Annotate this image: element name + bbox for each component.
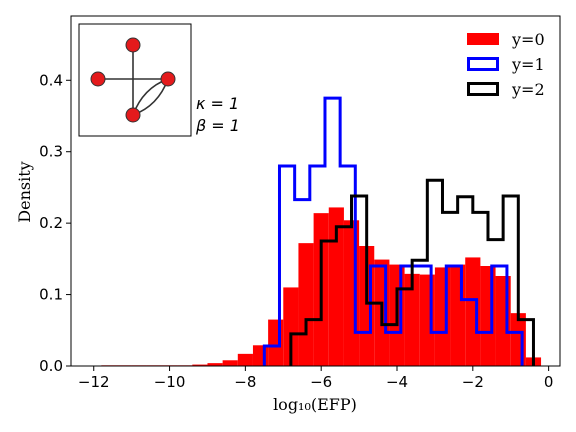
axes: −12 −10 −8 −6 −4 −2 0 0.0 0.1 0.2 0.3 0.4 xyxy=(39,15,561,391)
inset-node xyxy=(125,37,141,53)
x-tick-label: −10 xyxy=(154,373,186,391)
bar-y0 xyxy=(237,353,253,366)
y-axis-label: Density xyxy=(15,161,34,222)
beta-annotation: β = 1 xyxy=(195,116,240,135)
bar-y0 xyxy=(328,207,344,366)
bar-y0 xyxy=(192,364,208,366)
bar-y0 xyxy=(283,287,299,366)
legend-swatch-y1 xyxy=(467,57,499,71)
bar-y0 xyxy=(495,276,511,366)
bar-y0 xyxy=(404,273,420,366)
bar-y0 xyxy=(450,264,466,366)
y-tick-label: 0.2 xyxy=(39,214,63,232)
bar-y0 xyxy=(480,266,496,366)
x-tick-label: −4 xyxy=(386,373,408,391)
legend: y=0 y=1 y=2 xyxy=(467,30,545,99)
inset-node xyxy=(160,71,176,87)
inset-node xyxy=(90,71,106,87)
bar-y0 xyxy=(465,257,481,366)
x-tick-label: −2 xyxy=(462,373,484,391)
bar-y0 xyxy=(222,360,238,366)
x-tick-label: 0 xyxy=(544,373,554,391)
inset-node xyxy=(125,107,141,123)
x-tick-label: −12 xyxy=(78,373,110,391)
plot-area xyxy=(101,96,542,366)
x-axis-label: log₁₀(EFP) xyxy=(273,395,357,414)
y-tick-label: 0.3 xyxy=(39,143,63,161)
bar-y0 xyxy=(343,220,360,366)
efp-graph-inset xyxy=(78,23,192,137)
x-tick-label: −6 xyxy=(310,373,332,391)
step-line-y2 xyxy=(289,178,535,366)
bar-y0 xyxy=(252,345,269,366)
step-line-y1 xyxy=(262,96,524,366)
bar-y0 xyxy=(298,243,314,366)
kappa-annotation: κ = 1 xyxy=(196,94,239,113)
axes-frame xyxy=(70,15,561,367)
legend-label-y0: y=0 xyxy=(511,30,545,49)
y-tick-label: 0.0 xyxy=(39,357,63,375)
bar-y0 xyxy=(207,363,223,366)
bar-y0 xyxy=(268,319,284,366)
bar-y0 xyxy=(434,267,451,366)
y-tick-label: 0.1 xyxy=(39,286,63,304)
y-tick-label: 0.4 xyxy=(39,71,63,89)
legend-swatch-y2 xyxy=(467,82,499,96)
bar-y0 xyxy=(419,274,435,366)
x-tick-label: −8 xyxy=(234,373,256,391)
legend-label-y2: y=2 xyxy=(511,80,545,99)
legend-swatch-y0 xyxy=(467,33,499,45)
legend-label-y1: y=1 xyxy=(511,55,545,74)
